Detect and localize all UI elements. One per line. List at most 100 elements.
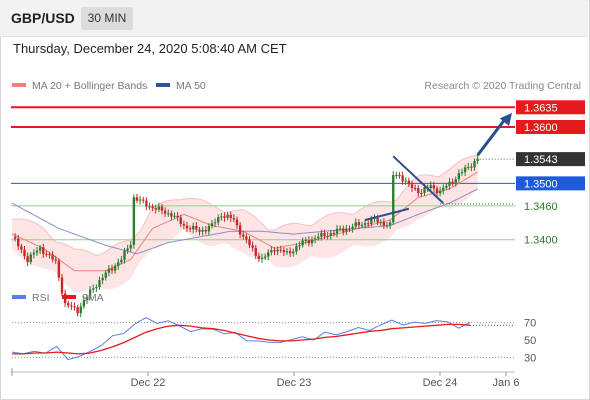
candle-body [307,240,311,244]
candle-body [285,251,289,253]
ma20-swatch-icon [12,83,26,88]
candle-body [29,254,32,263]
candle-body [92,288,95,290]
candle-body [226,214,229,218]
candle-body [354,222,357,227]
bollinger-band-layer [11,154,478,293]
candle-body [451,181,454,184]
candle-body [204,229,207,232]
candle-body [104,272,107,278]
candle-body [245,236,248,240]
candle-body [195,225,198,230]
candle-body [154,208,157,210]
candle-body [448,181,451,186]
candle-body [188,228,192,230]
candle-body [257,255,261,259]
candle-body [242,234,245,237]
timeframe-button[interactable]: 30 MIN [81,7,133,30]
candle-body [404,180,407,182]
candle-body [217,217,220,223]
time-tick-label: Dec 24 [423,377,458,389]
candle-body [229,214,232,219]
candle-body [70,305,73,307]
candle-body [376,218,379,223]
candle-body [67,303,70,306]
candle-body [35,250,39,253]
candle-body [123,250,126,260]
pattern-line-1 [364,207,410,221]
candle-body [117,262,120,266]
candle-body [42,247,45,255]
candle-body [463,167,467,173]
candle-body [317,236,320,239]
candle-body [273,250,276,252]
legend-label-ma50: MA 50 [176,80,206,92]
candle-body [220,216,223,218]
level-label-1-3500-text: 1.3500 [524,178,558,190]
candle-body [48,254,51,256]
candle-body [392,175,395,223]
candle-body [170,213,173,217]
candle-body [410,184,414,189]
level-label-1-3400: 1.3400 [524,235,558,247]
candle-body [176,215,179,218]
bollinger-upper-line [11,154,478,256]
candle-body [142,199,145,201]
time-tick-label: Dec 23 [277,377,312,389]
candle-body [454,179,457,184]
candle-body [438,190,442,194]
rsi-series-rsi-line [11,317,471,361]
legend-item-ma50: MA 50 [156,80,206,92]
candle-body [173,215,176,217]
candle-body [98,280,101,288]
level-label-1-3635-text: 1.3635 [524,102,558,114]
candle-body [288,251,292,254]
ma20-line [11,171,478,272]
candle-body [113,265,117,271]
candle-body [95,287,98,289]
candle-body [38,247,42,251]
candle-body [326,235,329,237]
candle-body [260,257,264,259]
candle-body [420,192,423,194]
candle-body [476,158,479,162]
candle-body [423,187,426,193]
candle-body [367,223,370,225]
rsi-series-9ma-line [12,323,471,355]
candle-body [313,238,317,240]
candle-body [23,249,26,257]
candle-body [138,199,142,201]
pattern-line-2 [392,155,444,204]
candle-body [32,252,36,255]
candle-body [267,252,270,257]
candle-body [304,240,307,242]
candle-body [151,206,154,209]
candle-body [357,222,361,226]
candle-body [145,200,148,207]
bollinger-band-area [12,155,478,293]
candle-body [148,206,151,208]
candle-body [82,300,86,307]
candle-body [351,226,354,229]
candle-body [395,175,398,177]
ma9-legend-swatch-icon [62,295,76,299]
candle-body [76,307,79,314]
candle-body [126,248,129,251]
candle-body [213,222,217,224]
candle-body [467,166,470,168]
candle-body [270,250,273,253]
candle-body [338,228,342,230]
candle-body [185,225,189,229]
candle-body [413,188,417,190]
rsi-legend-swatch-icon [12,295,26,299]
candle-body [160,206,164,211]
candle-body [210,223,214,227]
candle-body [26,256,29,263]
level-label-1-3460: 1.3460 [524,201,558,213]
candle-body [385,225,389,227]
ma50-line [11,188,478,255]
current-price-label-box [516,152,585,167]
candle-body [129,244,132,249]
